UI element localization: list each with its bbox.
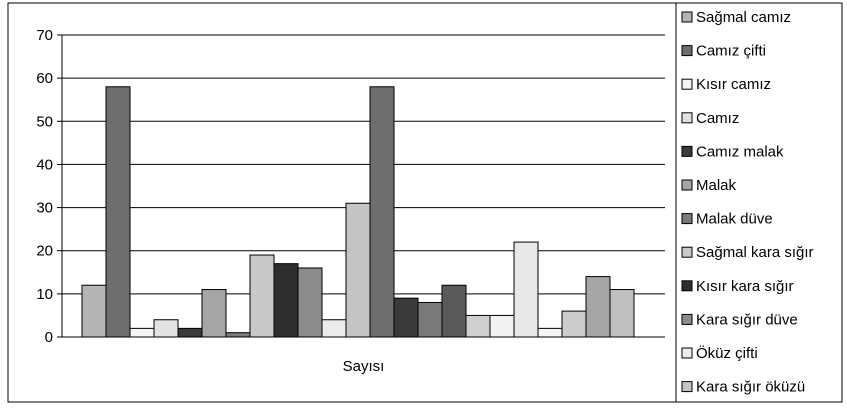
chart-frame xyxy=(7,2,843,403)
legend-swatch xyxy=(681,313,693,325)
legend-swatch xyxy=(681,11,693,23)
bar xyxy=(81,284,107,338)
y-tick-label: 20 xyxy=(36,243,53,260)
legend-label: Kara sığır düve xyxy=(696,311,798,328)
bar xyxy=(201,289,227,338)
legend-label: Kara sığır öküzü xyxy=(696,379,805,396)
legend-label: Kısır camız xyxy=(696,76,771,93)
legend-label: Kısır kara sığır xyxy=(696,278,794,295)
legend-swatch xyxy=(681,246,693,258)
bar xyxy=(609,289,635,338)
legend-swatch xyxy=(681,280,693,292)
y-tick-label: 40 xyxy=(36,156,53,173)
category-label: Sayısı xyxy=(343,358,385,375)
legend-label: Camız xyxy=(696,110,739,127)
legend-label: Malak xyxy=(696,177,737,194)
legend-swatch xyxy=(681,381,693,393)
y-tick-label: 70 xyxy=(36,27,53,44)
legend-label: Malak düve xyxy=(696,211,773,228)
legend-swatch xyxy=(681,179,693,191)
y-tick-label: 10 xyxy=(36,286,53,303)
legend-swatch xyxy=(681,112,693,124)
bar xyxy=(249,254,275,338)
y-tick-label: 60 xyxy=(36,70,53,87)
legend-label: Camız malak xyxy=(696,143,784,160)
bar xyxy=(129,327,155,338)
bar xyxy=(513,241,539,338)
bar xyxy=(225,332,251,338)
bar xyxy=(297,267,323,338)
legend-label: Sağmal kara sığır xyxy=(696,244,814,261)
bar xyxy=(345,202,371,338)
y-tick-label: 30 xyxy=(36,200,53,217)
legend: Sağmal camız Camız çifti Kısır camız Camız C… xyxy=(675,3,814,402)
bar xyxy=(273,263,299,338)
legend-swatch xyxy=(681,213,693,225)
bar xyxy=(105,86,131,338)
y-tick-label: 50 xyxy=(36,113,53,130)
bar xyxy=(489,314,515,338)
legend-swatch xyxy=(681,145,693,157)
legend-label: Öküz çifti xyxy=(696,344,758,362)
bars xyxy=(62,86,665,338)
bar xyxy=(369,86,395,338)
bar xyxy=(393,297,419,338)
legend-swatch xyxy=(681,78,693,90)
bar xyxy=(321,319,347,338)
bar xyxy=(417,301,443,338)
bar xyxy=(585,276,611,338)
bar xyxy=(465,314,491,338)
legend-swatch xyxy=(681,347,693,359)
legend-label: Sağmal camız xyxy=(696,9,791,26)
bar xyxy=(537,327,563,338)
legend-label: Camız çifti xyxy=(696,43,766,60)
y-tick-label: 0 xyxy=(45,329,53,346)
bar xyxy=(153,319,179,338)
bar xyxy=(561,310,587,338)
legend-swatch xyxy=(681,45,693,57)
y-axis: 0 10 20 30 40 50 60 70 xyxy=(36,27,63,346)
bar xyxy=(441,284,467,338)
bar xyxy=(177,327,203,338)
